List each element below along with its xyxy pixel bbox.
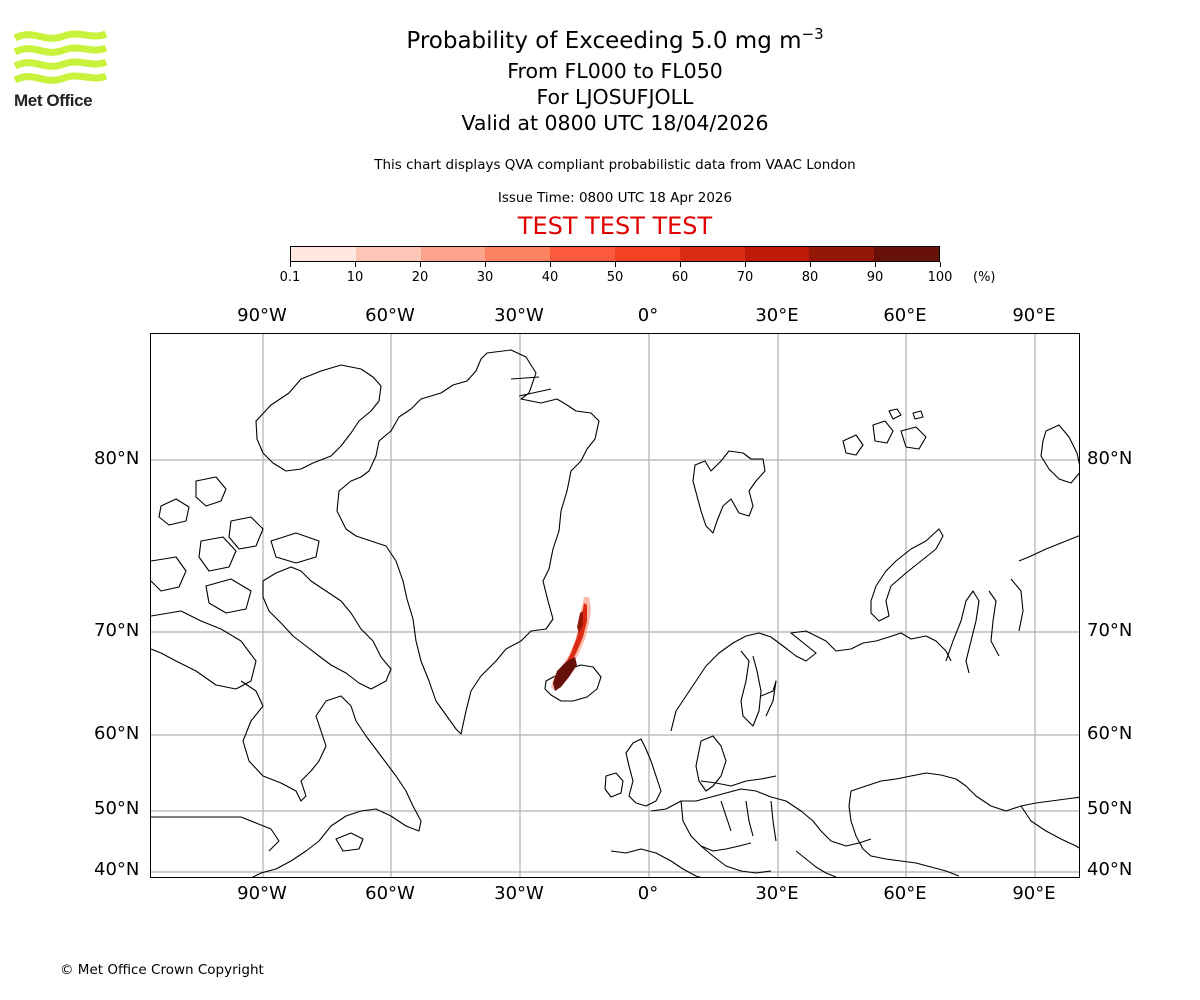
- lat-label-left: 40°N: [94, 859, 140, 880]
- hudson-labrador-coast: [240, 680, 422, 877]
- colorbar-bin: [291, 247, 356, 261]
- lon-label-top: 60°E: [883, 305, 927, 326]
- baffin-coast: [262, 566, 392, 690]
- title-location: For LJOSUFJOLL: [536, 85, 694, 109]
- met-office-logo-text: Met Office: [14, 91, 93, 110]
- colorbar-tick-label: 50: [606, 270, 624, 285]
- colorbar-tick-label: 30: [476, 270, 494, 285]
- title-main-text: Probability of Exceeding 5.0 mg m: [406, 28, 802, 54]
- test-banner: TEST TEST TEST: [517, 212, 713, 240]
- scandinavia-coast: [670, 578, 1024, 732]
- lat-label-left: 70°N: [94, 620, 140, 641]
- colorbar-bin: [420, 247, 486, 261]
- colorbar-bin: [550, 247, 615, 261]
- met-office-waves-icon: [13, 30, 108, 84]
- colorbar-tick-label: 70: [736, 270, 754, 285]
- colorbar-bin: [809, 247, 875, 261]
- lat-label-right: 40°N: [1087, 859, 1133, 880]
- lon-label-top: 60°W: [365, 305, 415, 326]
- lon-label-top: 30°W: [494, 305, 544, 326]
- title-valid-time: Valid at 0800 UTC 18/04/2026: [461, 111, 769, 135]
- lon-label-bottom: 60°E: [883, 883, 927, 904]
- colorbar-tick-label: 100: [927, 270, 953, 285]
- colorbar: [290, 246, 940, 262]
- chart-title: Probability of Exceeding 5.0 mg m−3 From…: [300, 24, 930, 136]
- issue-time: Issue Time: 0800 UTC 18 Apr 2026: [497, 190, 733, 206]
- colorbar-tick: [354, 262, 356, 267]
- colorbar-bin: [744, 247, 810, 261]
- colorbar-bin: [614, 247, 680, 261]
- country-borders: [610, 775, 872, 877]
- lat-label-right: 70°N: [1087, 620, 1133, 641]
- lon-label-top: 90°E: [1012, 305, 1056, 326]
- coastlines: [151, 349, 1079, 877]
- colorbar-tick-label: 40: [541, 270, 559, 285]
- title-superscript: −3: [801, 25, 824, 43]
- lat-label-left: 50°N: [94, 798, 140, 819]
- lat-label-left: 60°N: [94, 723, 140, 744]
- title-main: Probability of Exceeding 5.0 mg m−3: [300, 24, 930, 58]
- colorbar-tick-label: 90: [866, 270, 884, 285]
- lon-label-bottom: 90°W: [237, 883, 287, 904]
- lat-label-left: 80°N: [94, 448, 140, 469]
- colorbar-tick: [614, 262, 616, 267]
- colorbar-bin: [874, 247, 939, 261]
- lon-label-top: 90°W: [237, 305, 287, 326]
- colorbar-tick-label: 20: [411, 270, 429, 285]
- colorbar-tick: [744, 262, 746, 267]
- ash-plume: [551, 597, 591, 691]
- colorbar-unit: (%): [973, 270, 996, 285]
- map-panel[interactable]: [150, 333, 1080, 878]
- chart-description: This chart displays QVA compliant probab…: [374, 157, 856, 173]
- copyright-notice: © Met Office Crown Copyright: [60, 962, 264, 978]
- colorbar-tick-label: 0.1: [279, 270, 301, 285]
- met-office-logo: [13, 30, 109, 112]
- colorbar-tick-label: 60: [671, 270, 689, 285]
- franz-josef-land: [842, 408, 927, 456]
- colorbar-bin: [355, 247, 421, 261]
- map-canvas: [151, 334, 1079, 877]
- central-asia-borders: [850, 772, 1079, 812]
- colorbar-tick: [874, 262, 876, 267]
- lon-label-bottom: 90°E: [1012, 883, 1056, 904]
- colorbar-tick: [809, 262, 811, 267]
- colorbar-tick: [939, 262, 941, 267]
- colorbar-tick-label: 10: [346, 270, 364, 285]
- colorbar-tick: [289, 262, 291, 267]
- colorbar-tick: [419, 262, 421, 267]
- colorbar-tick: [679, 262, 681, 267]
- lon-label-bottom: 30°E: [755, 883, 799, 904]
- lat-label-right: 80°N: [1087, 448, 1133, 469]
- graticule: [151, 334, 1079, 877]
- ireland-coast: [604, 772, 624, 798]
- title-flight-levels: From FL000 to FL050: [507, 59, 723, 83]
- ellesmere-coast: [255, 364, 382, 472]
- colorbar-bin: [679, 247, 745, 261]
- british-isles: [625, 738, 662, 807]
- lat-label-right: 50°N: [1087, 798, 1133, 819]
- lat-label-right: 60°N: [1087, 723, 1133, 744]
- colorbar-tick: [484, 262, 486, 267]
- svalbard-coast: [692, 450, 766, 534]
- greenland-coast: [336, 349, 600, 735]
- lon-label-bottom: 0°: [637, 883, 659, 904]
- lon-label-bottom: 30°W: [494, 883, 544, 904]
- lon-label-bottom: 60°W: [365, 883, 415, 904]
- novaya-zemlya: [870, 528, 944, 622]
- colorbar-tick-label: 80: [801, 270, 819, 285]
- colorbar-bin: [485, 247, 551, 261]
- colorbar-tick: [549, 262, 551, 267]
- lon-label-top: 0°: [637, 305, 659, 326]
- lon-label-top: 30°E: [755, 305, 799, 326]
